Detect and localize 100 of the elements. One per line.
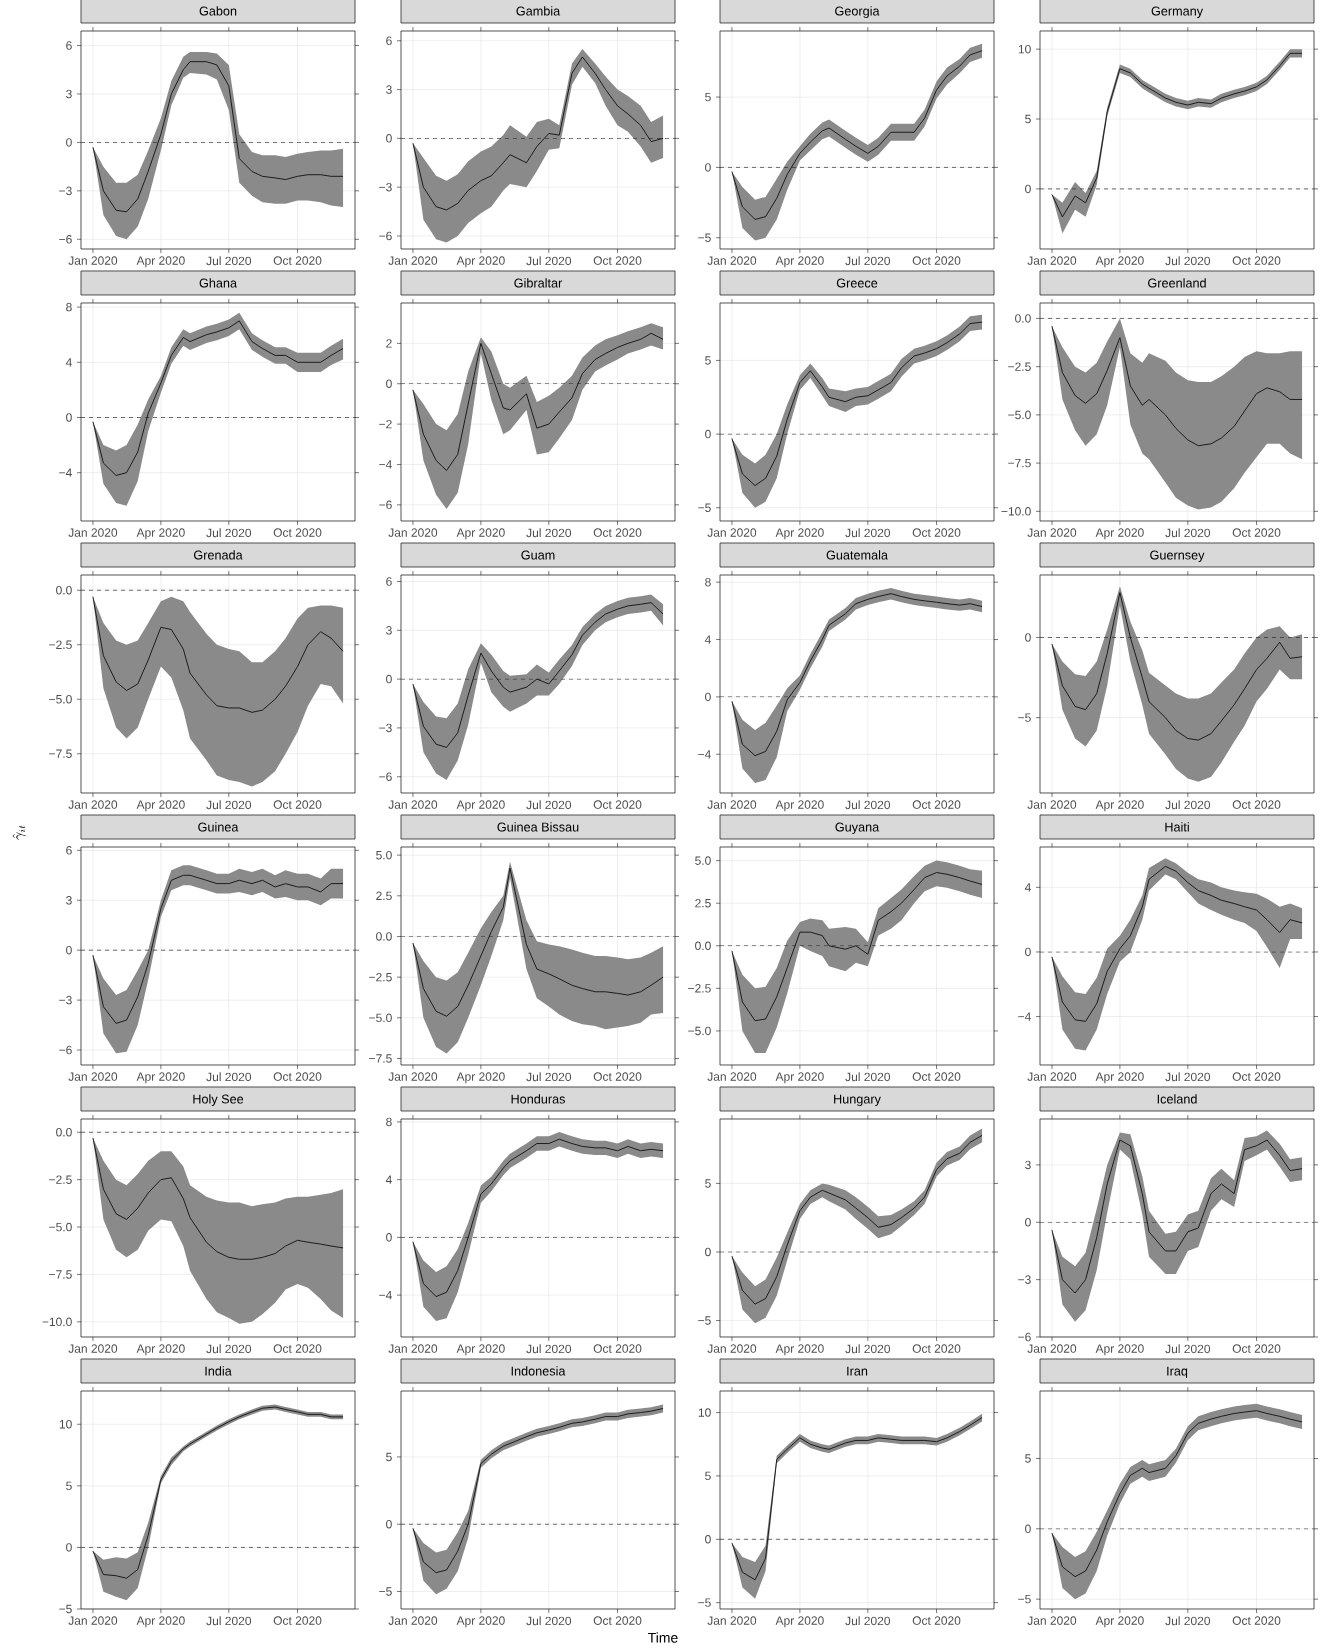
y-tick-label: −3: [379, 723, 392, 733]
chart-title: Haiti: [1165, 822, 1189, 832]
x-tick-label: Oct 2020: [593, 256, 642, 265]
y-tick-label: −2.5: [1008, 362, 1031, 371]
x-tick-label: Jan 2020: [707, 528, 757, 537]
x-tick-label: Oct 2020: [593, 800, 642, 809]
y-tick-label: 10: [1018, 44, 1031, 54]
x-tick-label: Oct 2020: [273, 528, 322, 537]
x-tick-label: Apr 2020: [775, 800, 824, 812]
x-tick-label: Jan 2020: [388, 528, 438, 537]
chart-title: Gabon: [199, 6, 237, 16]
x-tick-label: Apr 2020: [456, 1616, 505, 1628]
x-axis-title: Time: [647, 1632, 678, 1643]
x-tick-label: Jan 2020: [68, 528, 118, 537]
chart-title: Hungary: [834, 1094, 881, 1107]
y-tick-label: 5: [705, 1179, 711, 1188]
y-tick-label: 0: [705, 1247, 711, 1257]
y-tick-label: 0.0: [376, 932, 392, 941]
x-tick-label: Jan 2020: [1027, 528, 1077, 537]
y-tick-label: −6: [379, 231, 392, 241]
y-tick-label: 0: [705, 163, 711, 172]
chart-title: Ghana: [199, 278, 238, 288]
x-tick-label: Jan 2020: [1027, 800, 1077, 809]
x-tick-label: Jul 2020: [206, 800, 252, 810]
x-tick-label: Oct 2020: [273, 256, 322, 265]
y-tick-label: 5.0: [695, 856, 711, 865]
chart-title: Holy See: [193, 1094, 244, 1107]
x-tick-label: Oct 2020: [593, 1616, 642, 1625]
x-tick-label: Apr 2020: [1095, 1072, 1144, 1084]
y-tick-label: −2.5: [49, 1175, 72, 1184]
y-tick-label: 5: [705, 92, 711, 102]
y-tick-label: −7.5: [49, 1270, 72, 1279]
y-tick-label: 0: [705, 692, 711, 702]
y-tick-label: 0: [1025, 633, 1031, 642]
y-tick-label: 4: [1024, 883, 1031, 892]
y-tick-label: 0: [705, 1535, 711, 1544]
x-tick-label: Apr 2020: [775, 528, 824, 540]
x-tick-label: Jan 2020: [68, 1072, 118, 1081]
x-tick-label: Jan 2020: [707, 800, 757, 809]
x-tick-label: Apr 2020: [775, 1344, 824, 1356]
x-tick-label: Jul 2020: [1165, 800, 1211, 810]
y-axis-title: $\hat{\gamma}_{it}$: [12, 825, 26, 840]
y-tick-label: 3: [66, 89, 72, 99]
x-tick-label: Jul 2020: [845, 1072, 891, 1082]
x-tick-label: Jul 2020: [845, 1616, 891, 1626]
y-tick-label: −2: [379, 419, 392, 429]
x-tick-label: Oct 2020: [912, 1072, 961, 1081]
y-tick-label: −6: [379, 500, 392, 510]
x-tick-label: Jul 2020: [1165, 528, 1211, 538]
y-tick-label: −6: [379, 772, 392, 781]
y-tick-label: 0: [66, 413, 72, 422]
chart-title: Greenland: [1148, 278, 1206, 288]
chart-title: Iraq: [1167, 1366, 1188, 1379]
y-tick-label: −5: [698, 503, 711, 512]
y-tick-label: 0: [66, 945, 72, 955]
x-tick-label: Jan 2020: [707, 1344, 757, 1353]
x-tick-label: Jul 2020: [1165, 1616, 1211, 1626]
x-tick-label: Jul 2020: [845, 800, 891, 810]
x-tick-label: Oct 2020: [1232, 256, 1281, 265]
y-tick-label: 5: [1025, 1454, 1031, 1463]
y-tick-label: 6: [66, 41, 72, 50]
x-tick-label: Apr 2020: [1095, 1344, 1144, 1356]
y-tick-label: 0: [386, 674, 392, 684]
x-tick-label: Apr 2020: [136, 800, 185, 812]
x-tick-label: Jan 2020: [1027, 256, 1077, 265]
y-tick-label: −3: [1018, 1275, 1031, 1284]
y-tick-label: 5: [66, 1481, 72, 1491]
y-tick-label: −10.0: [1001, 507, 1031, 516]
x-tick-label: Oct 2020: [1232, 1344, 1281, 1353]
x-tick-label: Jan 2020: [707, 1072, 757, 1081]
y-tick-label: 0.0: [56, 586, 72, 595]
chart-title: Grenada: [193, 550, 243, 560]
y-tick-label: −7.5: [369, 1054, 392, 1063]
y-tick-label: 2: [386, 339, 392, 348]
x-tick-label: Apr 2020: [1095, 528, 1144, 540]
y-tick-label: 0: [386, 1233, 392, 1242]
x-tick-label: Jul 2020: [206, 256, 252, 266]
y-tick-label: 10: [698, 1408, 711, 1417]
x-tick-label: Jul 2020: [845, 1344, 891, 1354]
chart-title: Indonesia: [511, 1366, 566, 1376]
y-tick-label: −2.5: [49, 640, 72, 650]
y-tick-label: 5: [705, 1471, 711, 1481]
y-tick-label: −5: [698, 1316, 711, 1325]
y-tick-label: −6: [59, 235, 72, 244]
x-tick-label: Jan 2020: [68, 256, 118, 265]
x-tick-label: Jan 2020: [388, 1072, 438, 1081]
chart-title: Iceland: [1157, 1094, 1197, 1104]
y-tick-label: 0.0: [695, 941, 711, 951]
y-tick-label: 0: [386, 134, 392, 143]
y-tick-label: −3: [59, 995, 72, 1005]
x-tick-label: Apr 2020: [1095, 800, 1144, 812]
x-tick-label: Oct 2020: [593, 1072, 642, 1081]
x-tick-label: Jan 2020: [68, 1344, 118, 1353]
x-tick-label: Apr 2020: [136, 1616, 185, 1628]
y-tick-label: 0: [386, 1519, 392, 1529]
x-tick-label: Jan 2020: [388, 1344, 438, 1353]
x-tick-label: Apr 2020: [136, 528, 185, 540]
x-tick-label: Oct 2020: [912, 256, 961, 265]
x-tick-label: Jul 2020: [526, 1344, 572, 1354]
chart-title: Guatemala: [826, 550, 888, 560]
